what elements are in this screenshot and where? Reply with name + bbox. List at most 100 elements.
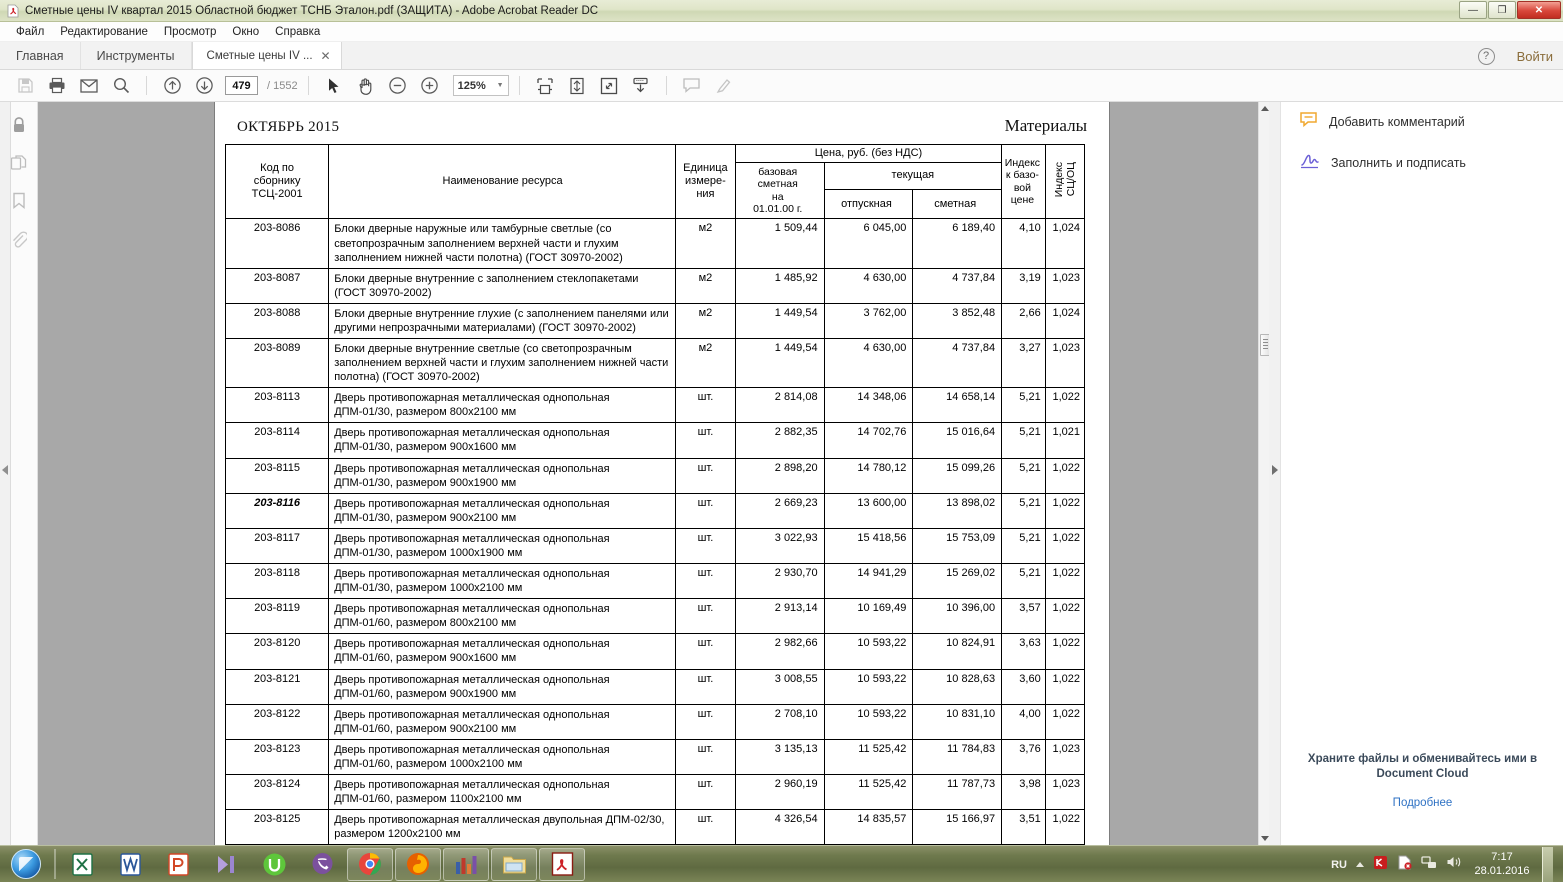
sign-pen-icon [1299,151,1320,174]
cell-base: 2 814,08 [735,388,824,423]
tab-home[interactable]: Главная [0,42,81,69]
fill-and-sign-label: Заполнить и подписать [1331,156,1466,170]
taskbar-item-powerpoint[interactable] [155,848,201,881]
tray-expand-icon[interactable] [1356,862,1364,867]
start-button[interactable] [0,847,52,882]
scroll-up-arrow-icon[interactable] [1261,106,1269,111]
taskbar-item-acrobat-reader[interactable] [539,848,585,881]
chevron-down-icon[interactable]: ▼ [497,82,504,89]
cell-base: 3 008,55 [735,669,824,704]
save-icon[interactable] [10,73,40,99]
taskbar-item-utorrent[interactable] [251,848,297,881]
cell-unit: шт. [675,423,735,458]
taskbar-item-media-player[interactable] [203,848,249,881]
toolbar-divider-3 [519,76,520,95]
cell-index-sc-oc: 1,024 [1045,303,1084,338]
col-header-index-sc-oc: Индекс СЦ/ОЦ [1045,145,1084,219]
right-panel-collapse-handle[interactable] [1269,102,1280,845]
cell-index-base: 3,51 [1002,810,1046,845]
search-icon[interactable] [106,73,136,99]
highlight-icon[interactable] [709,73,739,99]
taskbar-item-excel[interactable] [59,848,105,881]
volume-icon[interactable] [1446,855,1462,874]
col-header-unit: Единица измере- ния [675,145,735,219]
signin-button[interactable]: Войти [1517,49,1553,64]
comment-icon[interactable] [677,73,707,99]
cell-name: Блоки дверные внутренние с заполнением с… [329,268,676,303]
tab-document[interactable]: Сметные цены IV ... ✕ [192,42,342,69]
scroll-mode-icon[interactable] [626,73,656,99]
menu-item-view[interactable]: Просмотр [156,24,225,40]
tray-date: 28.01.2016 [1471,865,1533,879]
menu-item-help[interactable]: Справка [267,24,328,40]
taskbar-item-chrome[interactable] [347,848,393,881]
tray-language[interactable]: RU [1331,859,1347,871]
kaspersky-icon[interactable] [1373,855,1388,875]
pdf-tray-icon[interactable] [1397,855,1412,875]
cell-index-base: 3,60 [1002,669,1046,704]
cell-release: 11 525,42 [824,774,913,809]
close-button[interactable]: ✕ [1517,1,1561,19]
maximize-button[interactable]: ❐ [1488,1,1516,19]
taskbar-item-chart-app[interactable] [443,848,489,881]
col-header-price-group: Цена, руб. (без НДС) [735,145,1001,163]
table-header-row-1: Код по сборнику ТСЦ-2001 Наименование ре… [226,145,1085,163]
fit-page-icon[interactable] [562,73,592,99]
cell-index-base: 2,66 [1002,303,1046,338]
tab-tools[interactable]: Инструменты [81,42,192,69]
page-header-right: Материалы [1005,116,1087,136]
left-panel-collapse-handle[interactable] [0,102,11,845]
cell-code: 203-8120 [226,634,329,669]
network-icon[interactable] [1421,855,1437,874]
print-icon[interactable] [42,73,72,99]
scroll-down-arrow-icon[interactable] [1261,836,1269,841]
menu-item-file[interactable]: Файл [8,24,52,40]
cell-name: Дверь противопожарная металлическая одно… [329,528,676,563]
cell-index-sc-oc: 1,022 [1045,634,1084,669]
zoom-in-icon[interactable] [415,73,445,99]
show-desktop-button[interactable] [1542,847,1553,882]
close-icon[interactable]: ✕ [321,49,331,63]
zoom-level-select[interactable]: 125% ▼ [453,75,509,96]
email-icon[interactable] [74,73,104,99]
zoom-out-icon[interactable] [383,73,413,99]
tray-clock[interactable]: 7:17 28.01.2016 [1471,851,1533,879]
cell-unit: шт. [675,388,735,423]
add-comment-action[interactable]: Добавить комментарий [1281,102,1563,142]
fit-width-icon[interactable] [530,73,560,99]
cell-release: 14 348,06 [824,388,913,423]
fill-and-sign-action[interactable]: Заполнить и подписать [1281,142,1563,183]
cell-index-sc-oc: 1,022 [1045,528,1084,563]
document-cloud-link[interactable]: Подробнее [1281,797,1563,809]
pdf-viewer-area[interactable]: ОКТЯБРЬ 2015 Материалы Код по сборнику Т… [38,102,1280,845]
cell-index-sc-oc: 1,022 [1045,599,1084,634]
fullscreen-icon[interactable] [594,73,624,99]
cursor-icon[interactable] [319,73,349,99]
menu-item-window[interactable]: Окно [224,24,267,40]
system-tray: RU 7:17 28.01.2016 [1331,846,1563,883]
hand-icon[interactable] [351,73,381,99]
cell-index-base: 3,19 [1002,268,1046,303]
previous-page-icon[interactable] [157,73,187,99]
minimize-button[interactable]: — [1459,1,1487,19]
cell-unit: м2 [675,339,735,388]
cell-base: 3 135,13 [735,739,824,774]
window-titlebar: Сметные цены IV квартал 2015 Областной б… [0,0,1563,22]
taskbar-item-firefox[interactable] [395,848,441,881]
taskbar-item-viber[interactable] [299,848,345,881]
cell-estimate: 15 166,97 [913,810,1002,845]
help-icon[interactable]: ? [1478,48,1495,65]
window-title: Сметные цены IV квартал 2015 Областной б… [25,5,598,17]
taskbar-item-explorer[interactable] [491,848,537,881]
page-number-input[interactable]: 479 [225,76,258,95]
next-page-icon[interactable] [189,73,219,99]
taskbar-item-word[interactable] [107,848,153,881]
cell-base: 1 509,44 [735,219,824,268]
menu-item-edit[interactable]: Редактирование [52,24,156,40]
cell-index-sc-oc: 1,022 [1045,458,1084,493]
